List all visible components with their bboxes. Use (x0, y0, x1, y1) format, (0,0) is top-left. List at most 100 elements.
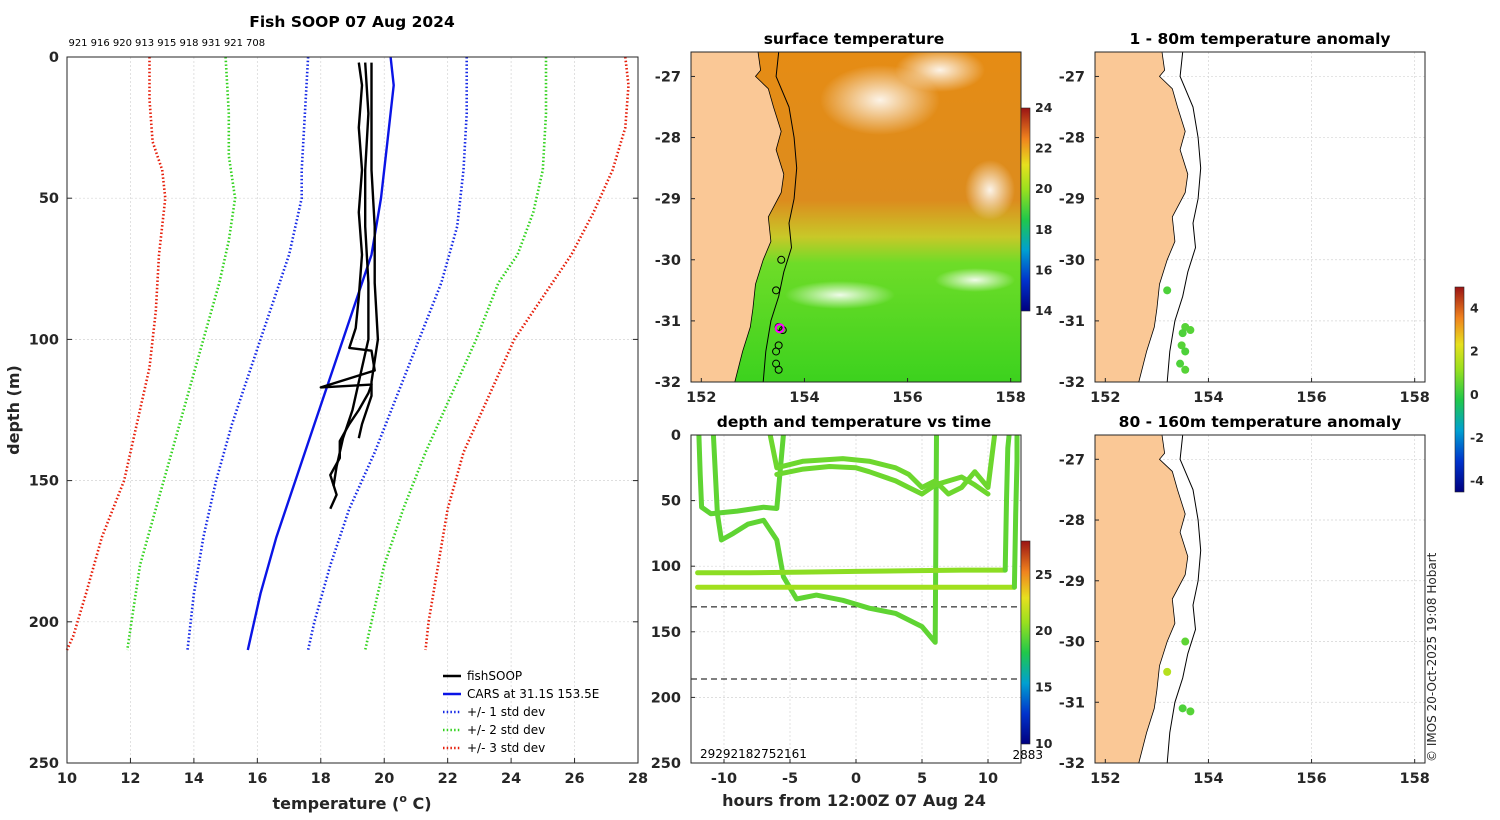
map-y-tick-label: -31 (1059, 314, 1085, 330)
profile-cast-count: 913 (135, 38, 154, 49)
depth-time-colorbar-ticks: 10 15 20 25 (1035, 567, 1053, 751)
legend-label-std3: +/- 3 std dev (467, 741, 545, 755)
map-x-tick-label: 158 (1400, 771, 1430, 787)
copyright-text: © IMOS 20-Oct-2025 19:08 Hobart (1425, 552, 1439, 762)
sst-station-marker (772, 347, 781, 356)
profile-cast-count: 916 (91, 38, 110, 49)
profile-cast-count: 708 (246, 38, 265, 49)
sst-ticks: 152 154 156 158 -27 -28 -29 -30 -31 -32 (655, 69, 1026, 406)
map-x-tick-label: 154 (1193, 390, 1223, 406)
map-y-tick-label: -31 (1059, 695, 1085, 711)
profile-y-tick-label: 150 (29, 474, 59, 490)
sst-panel: surface temperature (655, 30, 1053, 406)
anomaly-colorbar-ticks: -4 -2 0 2 4 (1470, 301, 1484, 489)
profile-series-std2 (363, 57, 548, 651)
map-y-tick-label: -29 (655, 192, 681, 208)
profile-series-fishsoop (357, 62, 380, 439)
anom1-point (1186, 326, 1195, 335)
depth-time-tracks (695, 435, 1020, 645)
profile-series-std3 (424, 56, 630, 651)
anom2-ticks: 152 154 156 158 -27 -28 -29 -30 -31 -32 (1059, 452, 1430, 787)
sst-current-station (774, 323, 785, 334)
profile-series-std2 (126, 56, 237, 651)
profile-series-std1 (306, 57, 468, 651)
map-x-tick-label: 152 (1090, 771, 1120, 787)
depth-time-y-tick-label: 100 (651, 559, 681, 575)
depth-time-track (696, 435, 786, 517)
profile-cast-count: 918 (179, 38, 198, 49)
profile-x-tick-label: 12 (120, 771, 140, 787)
profile-cast-count: 920 (113, 38, 132, 49)
depth-time-track (1002, 435, 1012, 573)
sst-colorbar-label: 14 (1035, 303, 1053, 318)
sst-station-marker (772, 286, 781, 295)
profile-xlabel: temperature (o C) (272, 792, 431, 813)
sst-colorbar-label: 22 (1035, 141, 1052, 156)
anom2-shelf-contour (1166, 435, 1202, 763)
legend-label-std1: +/- 1 std dev (467, 705, 545, 719)
anom2-point (1181, 637, 1190, 646)
depth-time-x-tick-label: -5 (782, 771, 798, 787)
profile-cast-count: 915 (157, 38, 176, 49)
anomaly-colorbar-label: -2 (1470, 430, 1484, 445)
depth-time-track (695, 567, 1008, 576)
anom1-points (1163, 286, 1195, 374)
map-y-tick-label: -28 (1059, 131, 1085, 147)
anomaly-colorbar (1454, 286, 1465, 493)
anomaly-colorbar-label: -4 (1470, 473, 1484, 488)
map-x-tick-label: 158 (1400, 390, 1430, 406)
map-y-tick-label: -32 (1059, 375, 1085, 391)
profile-x-tick-label: 18 (311, 771, 331, 787)
profile-axes (66, 56, 639, 764)
profile-cast-count: 921 (224, 38, 243, 49)
profile-panel: Fish SOOP 07 Aug 2024 921 916 920 913 915 918… (4, 13, 648, 813)
profile-x-tick-label: 28 (628, 771, 648, 787)
profile-x-tick-label: 20 (374, 771, 394, 787)
depth-time-x-tick-label: 10 (978, 771, 998, 787)
anom1-ticks: 152 154 156 158 -27 -28 -29 -30 -31 -32 (1059, 69, 1430, 406)
sst-cloud-mask (895, 52, 985, 92)
map-x-tick-label: 158 (996, 390, 1026, 406)
profile-series-fishsoop (332, 62, 370, 487)
map-y-tick-label: -32 (655, 375, 681, 391)
map-x-tick-label: 156 (892, 390, 922, 406)
anomaly-colorbar-label: 2 (1470, 344, 1479, 359)
profile-title: Fish SOOP 07 Aug 2024 (249, 13, 455, 31)
anom1-point (1176, 359, 1185, 368)
map-y-tick-label: -27 (655, 69, 681, 85)
anom1-land (1095, 52, 1189, 382)
sst-colorbar (1020, 107, 1031, 312)
anom2-land (1095, 435, 1189, 763)
depth-time-y-tick-label: 250 (651, 756, 681, 772)
anom1-title: 1 - 80m temperature anomaly (1129, 30, 1390, 48)
map-x-tick-label: 154 (789, 390, 819, 406)
anomaly-colorbar-label: 4 (1470, 301, 1479, 316)
map-x-tick-label: 152 (1090, 390, 1120, 406)
map-x-tick-label: 154 (1193, 771, 1223, 787)
sst-land (691, 52, 785, 382)
legend-label-std2: +/- 2 std dev (467, 723, 545, 737)
anom1-point (1163, 286, 1172, 295)
depth-time-track (767, 435, 998, 497)
map-y-tick-label: -27 (1059, 452, 1085, 468)
profile-y-ticks: 0 50 100 150 200 250 (29, 50, 638, 772)
anom1-axes (1094, 51, 1426, 383)
sst-colorbar-label: 16 (1035, 262, 1053, 277)
profile-x-ticks: 10 12 14 16 18 20 22 24 26 28 (57, 758, 648, 787)
sst-stations (772, 255, 787, 374)
profile-series (65, 56, 630, 651)
profile-top-labels: 921 916 920 913 915 918 931 921 708 (68, 38, 265, 49)
profile-x-tick-label: 24 (501, 771, 521, 787)
depth-time-colorbar (1020, 540, 1031, 745)
sst-colorbar-label: 18 (1035, 222, 1052, 237)
map-y-tick-label: -30 (1059, 635, 1085, 651)
depth-time-panel: depth and temperature vs time -10 -5 0 5 100… (651, 413, 1053, 810)
depth-time-cast-ids: 29292182752161 (700, 747, 807, 761)
anom2-point (1163, 667, 1172, 676)
profile-x-tick-label: 16 (247, 771, 267, 787)
depth-time-y-tick-label: 150 (651, 625, 681, 641)
map-y-tick-label: -29 (1059, 192, 1085, 208)
depth-time-x-tick-label: 0 (851, 771, 861, 787)
